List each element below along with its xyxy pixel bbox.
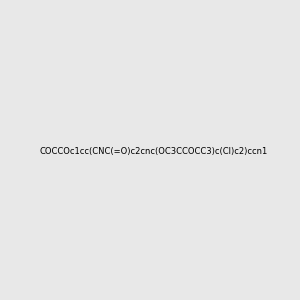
- Text: COCCOc1cc(CNC(=O)c2cnc(OC3CCOCC3)c(Cl)c2)ccn1: COCCOc1cc(CNC(=O)c2cnc(OC3CCOCC3)c(Cl)c2…: [40, 147, 268, 156]
